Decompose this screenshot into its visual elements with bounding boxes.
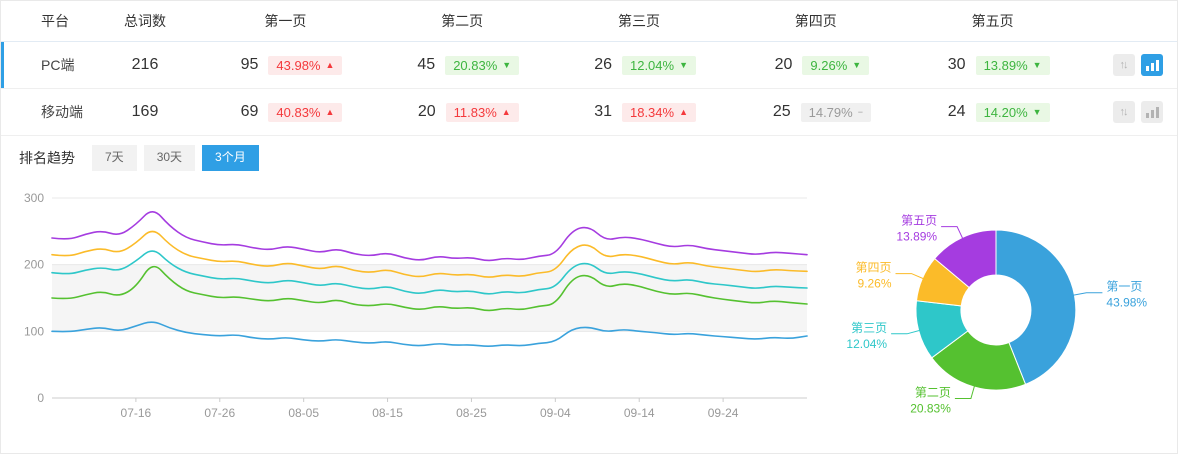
bar-chart-icon [1145,60,1159,71]
trend-arrow-icon: ▲ [501,106,511,117]
svg-text:第四页: 第四页 [855,261,891,275]
page4-change-badge: 14.79% − [800,102,871,122]
total-words-value: 169 [131,103,159,120]
svg-text:09-14: 09-14 [624,406,655,420]
page2-count: 20 [417,103,436,120]
page2-cell: 45 20.83% ▼ [374,55,551,75]
page4-cell: 25 14.79% − [727,102,904,122]
svg-text:08-15: 08-15 [372,406,403,420]
rank-table: 平台 总词数 第一页 第二页 第三页 第四页 第五页 PC端 216 95 43… [1,1,1177,136]
svg-text:0: 0 [37,391,44,405]
svg-text:第一页: 第一页 [1106,280,1142,294]
svg-text:第三页: 第三页 [851,321,887,335]
page3-change-badge: 12.04% ▼ [621,55,696,75]
svg-text:43.98%: 43.98% [1106,296,1147,310]
page4-cell: 20 9.26% ▼ [727,55,904,75]
header-page3: 第三页 [617,13,660,29]
trend-arrow-icon: ▼ [852,59,862,70]
svg-text:07-16: 07-16 [121,406,152,420]
page1-cell: 95 43.98% ▲ [197,55,374,75]
trend-arrow-icon: ▲ [679,106,688,117]
page-distribution-donut: 第一页 43.98% 第二页 20.83% 第三页 12.04% 第四页 9.26% 第五页 13… [846,214,1147,416]
header-platform: 平台 [41,13,69,29]
page4-count: 25 [772,103,791,120]
bar-chart-icon [1145,107,1159,118]
trend-arrow-icon: ▲ [325,106,335,117]
page2-change-badge: 20.83% ▼ [445,55,520,75]
sort-button[interactable]: ↑↓ [1113,101,1135,123]
page5-count: 30 [947,56,966,73]
svg-text:09-24: 09-24 [708,406,739,420]
platform-label: 移动端 [41,104,83,120]
page4-count: 20 [774,56,793,73]
svg-text:第二页: 第二页 [915,386,951,400]
sort-arrows-icon: ↑↓ [1119,106,1129,118]
header-total-words: 总词数 [124,13,166,29]
page3-count: 31 [594,103,612,120]
page2-change-badge: 11.83% ▲ [445,102,519,122]
trend-arrow-icon: ▼ [1032,59,1042,70]
page1-change-badge: 43.98% ▲ [268,55,343,75]
svg-text:12.04%: 12.04% [846,337,887,351]
rank-table-header: 平台 总词数 第一页 第二页 第三页 第四页 第五页 [1,1,1177,42]
sort-arrows-icon: ↑↓ [1119,59,1129,71]
trend-section-header: 排名趋势 7天 30天 3个月 [1,136,1177,180]
page5-cell: 24 14.20% ▼ [904,102,1081,122]
table-row-pc[interactable]: PC端 216 95 43.98% ▲ 45 20.83% ▼ 26 12.04% ▼… [1,42,1177,89]
svg-text:200: 200 [24,258,44,272]
page1-change-badge: 40.83% ▲ [268,102,343,122]
svg-text:300: 300 [24,191,44,205]
tab-3months[interactable]: 3个月 [202,145,259,171]
trend-arrow-icon: − [857,106,863,117]
row-actions: ↑↓ [1081,101,1177,123]
trend-title: 排名趋势 [19,150,75,166]
trend-chart-button[interactable] [1141,54,1163,76]
page3-cell: 26 12.04% ▼ [551,55,728,75]
svg-text:07-26: 07-26 [204,406,235,420]
tab-30days[interactable]: 30天 [143,145,196,171]
svg-text:08-25: 08-25 [456,406,487,420]
trend-line-chart: 0 100 200 300 07-16 07-26 08-05 08-15 08-25 09-04… [24,191,808,420]
trend-arrow-icon: ▲ [325,59,335,70]
svg-text:20.83%: 20.83% [910,402,951,416]
tab-7days[interactable]: 7天 [92,145,137,171]
page1-count: 69 [240,103,259,120]
page1-count: 95 [240,56,259,73]
page2-count: 45 [417,56,436,73]
row-actions: ↑↓ [1081,54,1177,76]
trend-chart-button[interactable] [1141,101,1163,123]
trend-arrow-icon: ▼ [502,59,512,70]
page2-cell: 20 11.83% ▲ [374,102,551,122]
svg-text:100: 100 [24,324,44,338]
page5-cell: 30 13.89% ▼ [904,55,1081,75]
page5-count: 24 [947,103,966,120]
header-page5: 第五页 [971,13,1014,29]
page5-change-badge: 13.89% ▼ [975,55,1050,75]
page3-count: 26 [594,56,612,73]
page3-cell: 31 18.34% ▲ [551,102,728,122]
page4-change-badge: 9.26% ▼ [802,55,870,75]
page3-change-badge: 18.34% ▲ [621,102,696,122]
page1-cell: 69 40.83% ▲ [197,102,374,122]
platform-label: PC端 [41,57,75,73]
page5-change-badge: 14.20% ▼ [975,102,1050,122]
table-row-mobile[interactable]: 移动端 169 69 40.83% ▲ 20 11.83% ▲ 31 18.34% ▲… [1,89,1177,136]
svg-text:9.26%: 9.26% [857,277,891,291]
trend-arrow-icon: ▼ [1032,106,1042,117]
total-words-value: 216 [131,56,159,73]
sort-button[interactable]: ↑↓ [1113,54,1135,76]
svg-text:09-04: 09-04 [540,406,571,420]
svg-text:13.89%: 13.89% [896,230,937,244]
charts-area: 0 100 200 300 07-16 07-26 08-05 08-15 08-25 09-04… [1,180,1177,453]
svg-text:08-05: 08-05 [288,406,319,420]
trend-arrow-icon: ▼ [679,59,688,70]
header-page4: 第四页 [794,13,837,29]
header-page1: 第一页 [264,13,307,29]
svg-text:第五页: 第五页 [901,214,937,228]
header-page2: 第二页 [441,13,484,29]
